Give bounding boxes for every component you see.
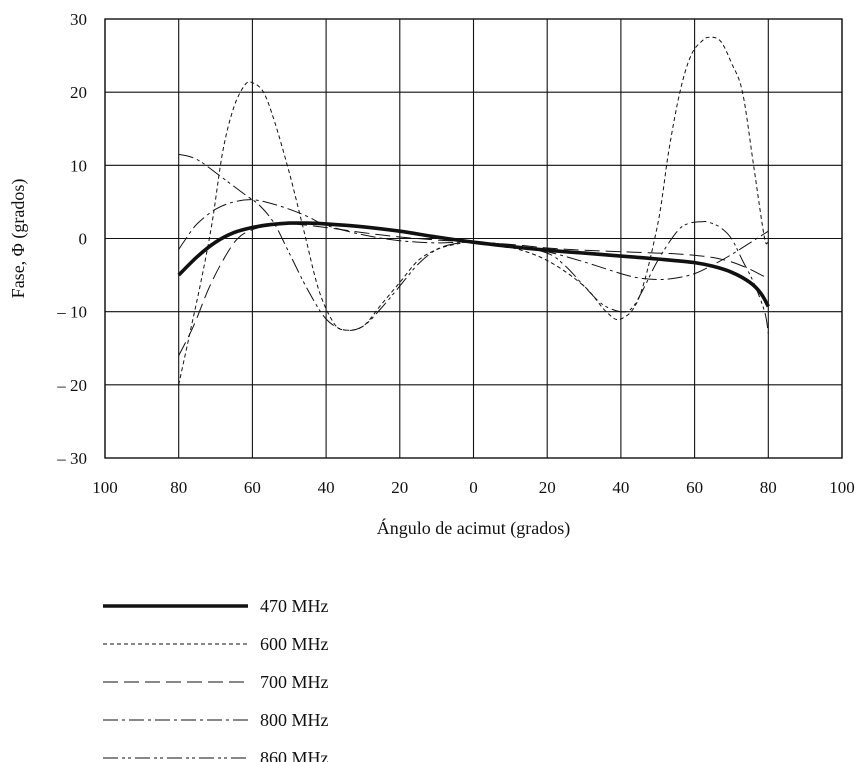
legend-label: 470 MHz	[260, 596, 329, 616]
series-line-2	[178, 36, 769, 385]
y-tick-label: – 30	[56, 449, 87, 468]
legend: 470 MHz 600 MHz 700 MHz 800 MHz 860 MHz	[103, 596, 329, 762]
x-tick-label: 40	[612, 478, 629, 497]
legend-label: 700 MHz	[260, 672, 329, 692]
x-tick-label: 100	[92, 478, 118, 497]
x-axis-label: Ángulo de acimut (grados)	[377, 517, 570, 539]
x-tick-label: 80	[760, 478, 777, 497]
y-tick-label: 20	[70, 83, 87, 102]
legend-label: 600 MHz	[260, 634, 329, 654]
y-tick-label: 30	[70, 10, 87, 29]
legend-label: 800 MHz	[260, 710, 329, 730]
y-tick-label: 0	[79, 230, 88, 249]
x-tick-label: 60	[244, 478, 261, 497]
plot-frame	[104, 18, 843, 459]
series-lines	[177, 36, 770, 385]
y-tick-label: – 10	[56, 303, 87, 322]
x-tick-label: 80	[170, 478, 187, 497]
x-tick-label: 20	[391, 478, 408, 497]
x-tick-label: 100	[829, 478, 855, 497]
series-line-1	[177, 221, 770, 308]
y-tick-label: – 20	[56, 376, 87, 395]
y-tick-labels: 30 20 10 0 – 10 – 20 – 30	[56, 10, 87, 468]
series-line-5	[178, 153, 769, 334]
x-tick-labels: 100 80 60 40 20 0 20 40 60 80 100	[92, 478, 855, 497]
legend-label: 860 MHz	[260, 748, 329, 762]
y-axis-label: Fase, Φ (grados)	[8, 179, 29, 299]
y-tick-label: 10	[70, 156, 87, 175]
series-line-3	[178, 223, 769, 356]
x-tick-label: 20	[539, 478, 556, 497]
x-tick-label: 0	[469, 478, 478, 497]
x-tick-label: 60	[686, 478, 703, 497]
x-tick-label: 40	[318, 478, 335, 497]
